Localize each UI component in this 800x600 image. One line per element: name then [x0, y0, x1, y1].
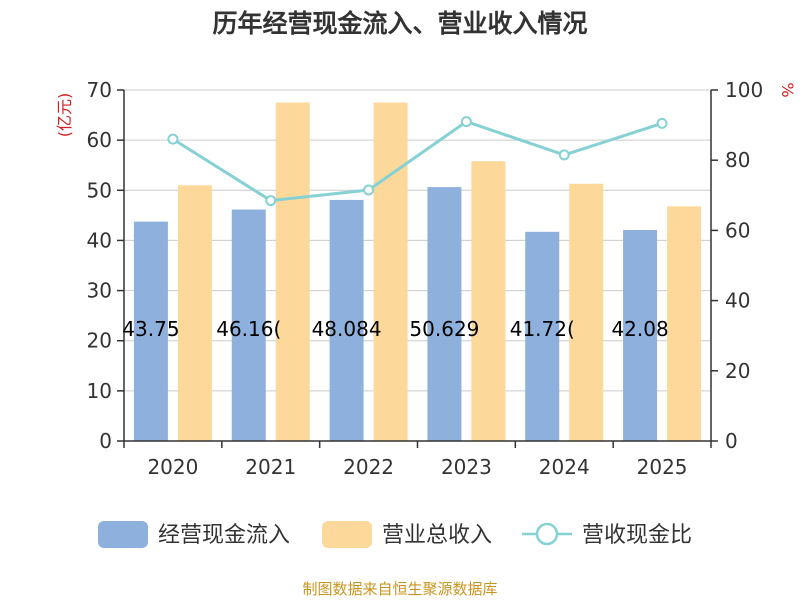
y-right-tick-label: 100: [725, 78, 763, 102]
axes: 0 10 20 30 40 50 60 70 0 20 40 60 80 100 2020 2021 2022 2…: [87, 78, 764, 479]
bar-revenue: [569, 183, 604, 441]
data-label: 42.08: [611, 317, 668, 341]
bar-cash-inflow: [525, 231, 560, 441]
bar-cash-inflow: [329, 199, 364, 441]
legend-label: 营收现金比: [582, 523, 692, 548]
data-label: 46.16(: [216, 317, 281, 341]
y-left-tick-label: 30: [87, 279, 112, 303]
ratio-point: [558, 149, 570, 161]
bar-cash-inflow: [231, 209, 266, 441]
y-left-tick-label: 40: [87, 228, 112, 252]
bar-revenue: [373, 102, 408, 442]
bars: [133, 102, 702, 442]
legend-marker: [535, 522, 559, 546]
y-left-tick-label: 0: [99, 429, 112, 453]
bar-revenue: [471, 161, 506, 441]
ratio-point: [363, 184, 375, 196]
legend-swatch: [322, 521, 372, 548]
y-right-tick-label: 60: [725, 218, 750, 242]
data-label: 50.629: [409, 317, 479, 341]
legend-label: 经营现金流入: [158, 523, 290, 548]
y-right-axis-label: %: [778, 82, 797, 97]
data-label: 43.75: [122, 317, 179, 341]
data-label: 48.084: [312, 317, 382, 341]
y-left-axis-label: (亿元): [55, 93, 74, 138]
ratio-line-path: [172, 119, 663, 203]
legend-swatch: [98, 521, 148, 548]
x-tick-label: 2020: [147, 455, 198, 479]
y-left-tick-label: 50: [87, 178, 112, 202]
data-label: 41.72(: [510, 317, 575, 341]
ratio-point: [265, 195, 277, 207]
bar-revenue: [177, 185, 212, 441]
ratio-line: [167, 116, 668, 207]
x-tick-label: 2024: [539, 455, 590, 479]
x-tick-label: 2021: [245, 455, 296, 479]
y-right-tick-label: 40: [725, 289, 750, 313]
data-labels: 43.75 46.16( 48.084 50.629 41.72( 42.08: [122, 317, 668, 341]
bar-cash-inflow: [133, 221, 168, 441]
ratio-point: [167, 133, 179, 145]
ratio-point: [460, 116, 472, 128]
y-right-tick-label: 0: [725, 429, 738, 453]
grid-lines: [124, 89, 711, 392]
bar-cash-inflow: [623, 229, 658, 441]
y-right-tick-label: 80: [725, 148, 750, 172]
legend-label: 营业总收入: [382, 523, 492, 548]
bar-revenue: [667, 206, 702, 441]
y-left-tick-label: 20: [87, 329, 112, 353]
x-tick-label: 2022: [343, 455, 394, 479]
chart-title: 历年经营现金流入、营业收入情况: [212, 9, 587, 38]
y-right-tick-label: 20: [725, 359, 750, 383]
x-tick-label: 2023: [441, 455, 492, 479]
ratio-point: [656, 117, 668, 129]
legend: 经营现金流入 营业总收入 营收现金比: [98, 521, 692, 548]
source-note: 制图数据来自恒生聚源数据库: [302, 580, 498, 598]
y-left-tick-label: 60: [87, 128, 112, 152]
x-tick-label: 2025: [637, 455, 688, 479]
bar-cash-inflow: [427, 187, 462, 441]
y-left-tick-label: 70: [87, 78, 112, 102]
bar-revenue: [275, 102, 310, 442]
y-left-tick-label: 10: [87, 379, 112, 403]
